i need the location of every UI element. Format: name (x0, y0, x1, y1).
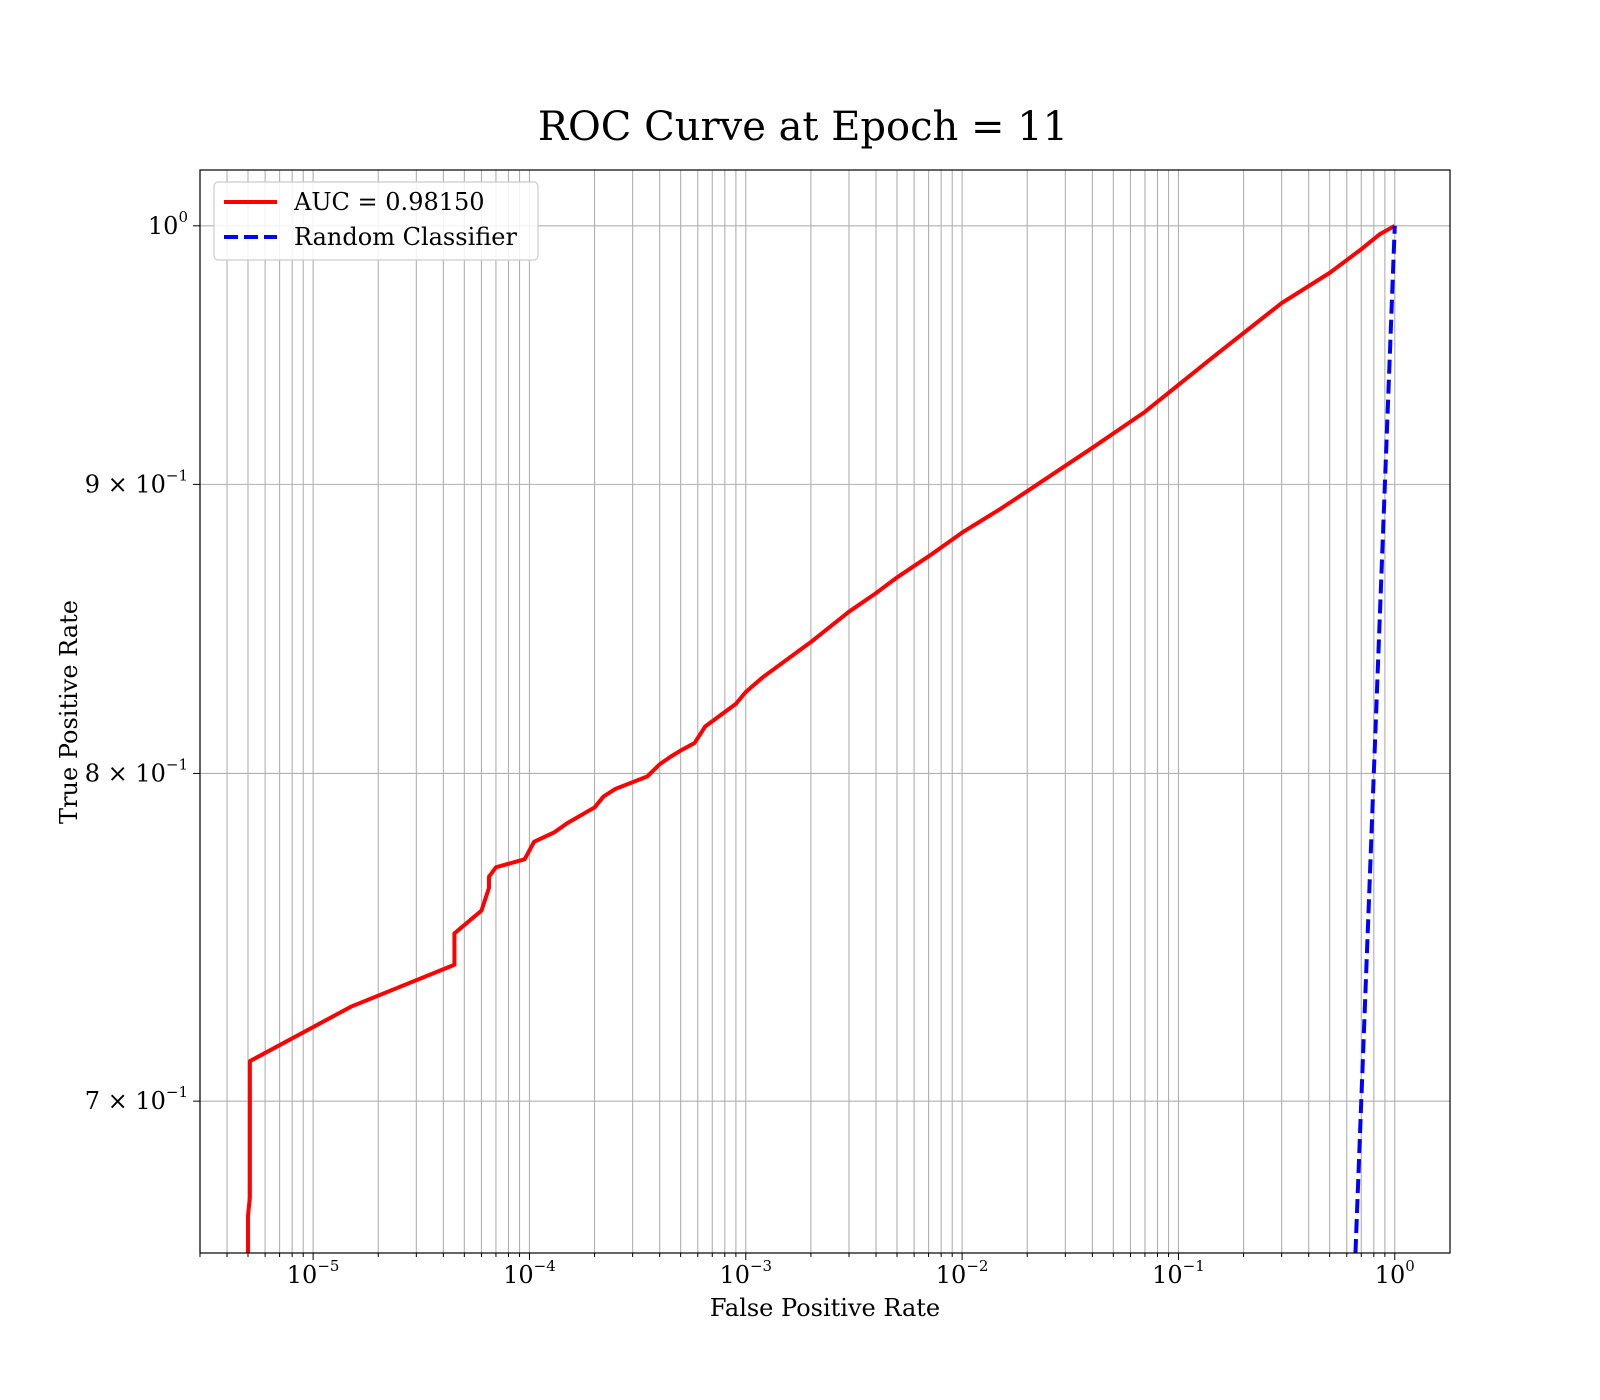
x-tick-labels: 10−5 10−4 10−3 10−2 10−1 100 (287, 1257, 1415, 1289)
series-layer (245, 224, 1397, 1253)
legend: AUC = 0.98150 Random Classifier (213, 181, 539, 261)
random-classifier-line (1353, 225, 1397, 1253)
chart-title: ROC Curve at Epoch = 11 (538, 104, 1068, 150)
y-axis-label: True Positive Rate (55, 600, 83, 824)
y-tick-label: 9 × 10−1 (85, 466, 188, 498)
y-tick-label: 8 × 10−1 (85, 755, 188, 787)
y-axis-ticks (193, 225, 200, 1102)
y-tick-label: 7 × 10−1 (85, 1083, 188, 1115)
x-tick-label: 10−4 (503, 1257, 556, 1289)
x-grid-lines (199, 170, 1396, 1253)
roc-curve-line (245, 224, 1396, 1253)
y-tick-labels: 100 9 × 10−1 8 × 10−1 7 × 10−1 (85, 208, 188, 1115)
x-tick-label: 10−1 (1152, 1257, 1205, 1289)
x-tick-label: 10−2 (936, 1257, 989, 1289)
x-tick-label: 10−3 (719, 1257, 772, 1289)
plot-frame (199, 169, 1451, 1254)
y-tick-label: 100 (148, 208, 188, 240)
legend-box (213, 181, 539, 261)
x-axis-label: False Positive Rate (710, 1294, 940, 1322)
x-tick-label: 100 (1375, 1257, 1415, 1289)
plot-background (200, 170, 1450, 1253)
legend-label-auc: AUC = 0.98150 (293, 188, 485, 216)
x-axis-ticks (199, 1253, 1396, 1260)
plot-area (193, 169, 1451, 1260)
x-tick-label: 10−5 (287, 1257, 340, 1289)
legend-label-random: Random Classifier (294, 223, 517, 251)
